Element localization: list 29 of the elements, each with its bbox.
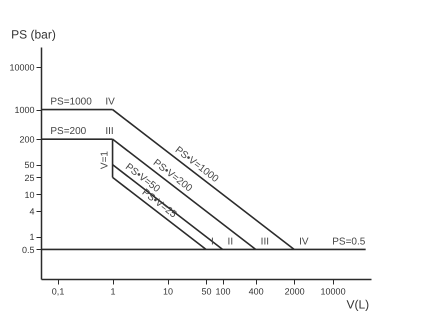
annotation: IV xyxy=(105,96,116,108)
x-tick-label: 100 xyxy=(216,286,231,296)
annotation: PS=200 xyxy=(50,126,87,138)
annotation: III xyxy=(260,236,270,248)
x-tick-label: 10 xyxy=(163,286,174,296)
annotation: I xyxy=(211,236,214,248)
y-tick-label: 0.5 xyxy=(22,244,34,255)
y-axis-title: PS (bar) xyxy=(11,28,56,42)
annotation: II xyxy=(228,236,234,248)
x-axis-title: V(L) xyxy=(346,298,370,312)
annotation: V=1 xyxy=(100,150,111,170)
y-tick-label: 4 xyxy=(29,206,34,217)
x-tick-label: 10000 xyxy=(320,286,346,296)
annotation: PS=0.5 xyxy=(332,236,366,248)
y-tick-label: 50 xyxy=(24,160,34,170)
y-tick-label: 10 xyxy=(24,190,34,200)
x-tick-label: 2000 xyxy=(284,286,305,296)
x-tick-label: 50 xyxy=(201,286,212,296)
y-tick-label: 200 xyxy=(19,134,34,145)
y-tick-label: 1000 xyxy=(14,105,34,116)
annotation: III xyxy=(105,126,114,138)
x-tick-label: 1 xyxy=(110,286,116,296)
y-tick-label: 10000 xyxy=(9,62,34,73)
y-tick-label: 1 xyxy=(29,232,34,242)
y-tick-label: 25 xyxy=(24,172,34,183)
x-tick-label: 0,1 xyxy=(52,286,64,296)
annotation: IV xyxy=(299,236,309,248)
annotation: PS=1000 xyxy=(50,96,92,108)
x-tick-label: 400 xyxy=(248,286,264,296)
